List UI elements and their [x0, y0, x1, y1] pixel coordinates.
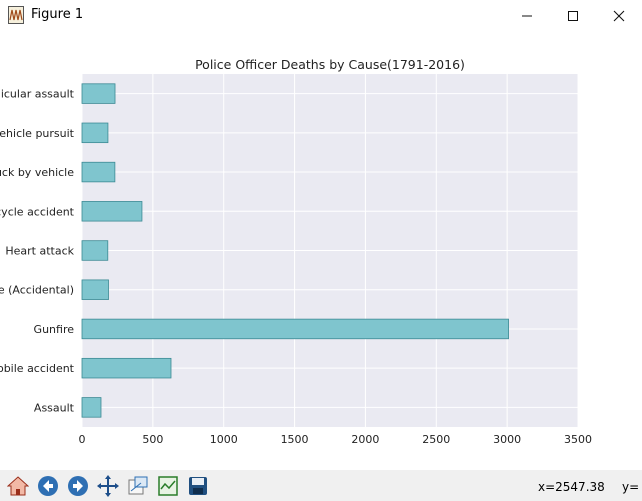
save-disk-icon — [189, 477, 207, 495]
x-tick-label: 0 — [79, 433, 86, 446]
maximize-icon — [568, 11, 578, 21]
figure-canvas[interactable]: Police Officer Deaths by Cause(1791-2016… — [0, 32, 642, 470]
chart-title: Police Officer Deaths by Cause(1791-2016… — [195, 57, 465, 72]
matplotlib-figure-icon — [8, 6, 24, 24]
bar-chart: Police Officer Deaths by Cause(1791-2016… — [0, 57, 593, 446]
bar — [81, 122, 109, 144]
y-tick-label: Motorcycle accident — [0, 205, 75, 218]
bar — [81, 397, 102, 418]
minimize-button[interactable] — [504, 0, 550, 32]
back-arrow-icon — [38, 476, 58, 496]
close-button[interactable] — [596, 0, 642, 32]
y-tick-labels: Vehicular assault Vehicle pursuit Struck b… — [0, 88, 75, 415]
pan-move-icon — [97, 475, 119, 497]
y-tick-label: Vehicle pursuit — [0, 127, 75, 140]
bar — [81, 279, 109, 300]
close-icon — [613, 10, 625, 22]
y-tick-label: Gunfire (Accidental) — [0, 284, 74, 297]
cursor-x-readout: x=2547.38 — [538, 480, 605, 494]
window-title: Figure 1 — [31, 7, 84, 22]
bar — [81, 161, 116, 183]
configure-subplots-button[interactable] — [155, 473, 181, 499]
grid-lines — [81, 74, 579, 427]
x-tick-labels: 0 500 1000 1500 2000 2500 3000 3500 — [79, 433, 593, 446]
home-icon — [7, 476, 29, 496]
x-tick-label: 3500 — [564, 433, 592, 446]
back-button[interactable] — [35, 473, 61, 499]
subplots-config-icon — [158, 476, 178, 496]
y-tick-label: Automobile accident — [0, 362, 75, 375]
forward-button[interactable] — [65, 473, 91, 499]
navigation-toolbar: x=2547.38 y= — [0, 470, 642, 501]
y-tick-label: Gunfire — [34, 323, 75, 336]
y-tick-label: Vehicular assault — [0, 88, 75, 101]
save-button[interactable] — [185, 473, 211, 499]
minimize-icon — [522, 15, 532, 17]
cursor-y-readout: y= — [622, 480, 640, 494]
title-bar: Figure 1 — [0, 0, 642, 32]
x-tick-label: 3000 — [493, 433, 521, 446]
y-tick-label: Assault — [34, 401, 75, 414]
bar — [81, 83, 116, 104]
zoom-button[interactable] — [125, 473, 151, 499]
bar-series — [81, 83, 509, 418]
bar — [81, 240, 109, 261]
bar — [81, 318, 509, 340]
forward-arrow-icon — [68, 476, 88, 496]
home-button[interactable] — [5, 473, 31, 499]
maximize-button[interactable] — [550, 0, 596, 32]
y-tick-label: Heart attack — [5, 245, 74, 258]
pan-button[interactable] — [95, 473, 121, 499]
bar — [81, 357, 172, 379]
x-tick-label: 1000 — [210, 433, 238, 446]
x-tick-label: 2000 — [351, 433, 379, 446]
y-tick-label: Struck by vehicle — [0, 166, 74, 179]
x-tick-label: 1500 — [281, 433, 309, 446]
zoom-rect-icon — [128, 476, 148, 495]
bar — [81, 201, 143, 222]
x-tick-label: 500 — [142, 433, 163, 446]
x-tick-label: 2500 — [422, 433, 450, 446]
